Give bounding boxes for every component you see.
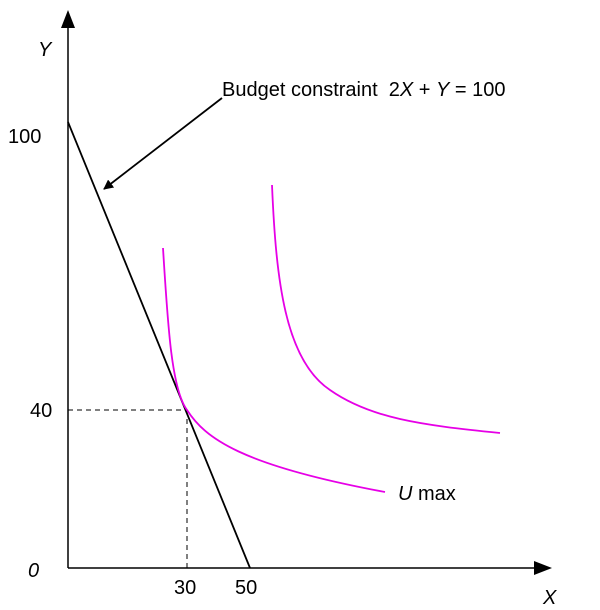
budget-text: + bbox=[413, 79, 436, 101]
budget-var: X bbox=[399, 79, 414, 101]
origin-label: 0 bbox=[28, 560, 39, 582]
tick-label: 50 bbox=[235, 577, 257, 599]
curve-text: max bbox=[412, 483, 455, 505]
y-axis-label: Y bbox=[38, 39, 53, 61]
curve-label: U max bbox=[398, 483, 456, 505]
curve-var: U bbox=[398, 483, 413, 505]
tick-label: 40 bbox=[30, 400, 52, 422]
x-axis-label: X bbox=[542, 587, 557, 609]
y-axis-arrow bbox=[61, 10, 75, 28]
indifference-curve bbox=[271, 184, 501, 434]
tick-label: 100 bbox=[8, 126, 41, 148]
budget-text: = 100 bbox=[449, 79, 505, 101]
label-arrow bbox=[103, 97, 223, 190]
budget-text: Budget constraint 2 bbox=[222, 79, 400, 101]
indifference-curve bbox=[162, 247, 386, 493]
budget-label: Budget constraint 2X + Y = 100 bbox=[222, 79, 506, 101]
tick-label: 30 bbox=[174, 577, 196, 599]
budget-var: Y bbox=[436, 79, 451, 101]
x-axis-arrow bbox=[534, 561, 552, 575]
budget-line bbox=[67, 121, 251, 569]
